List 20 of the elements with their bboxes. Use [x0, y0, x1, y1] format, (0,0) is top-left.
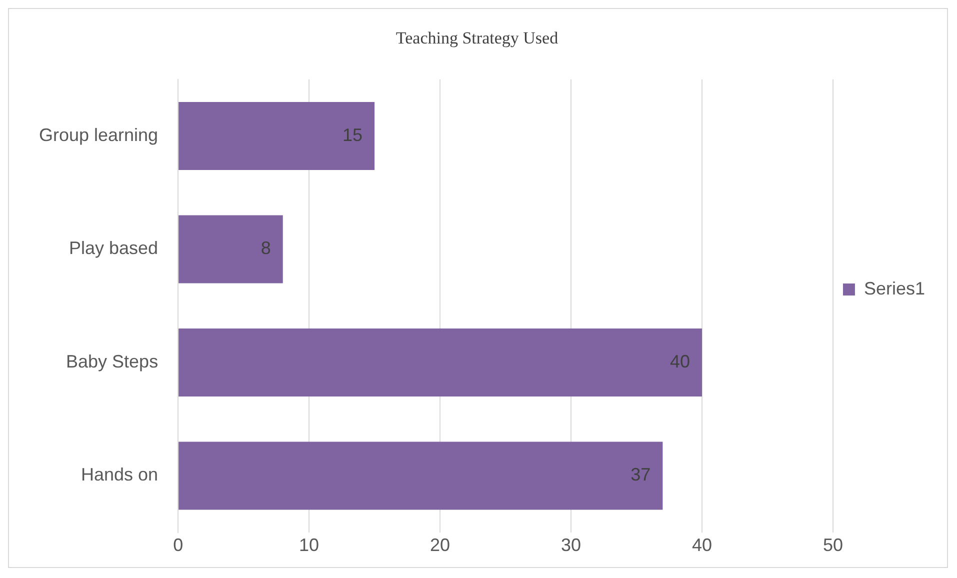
legend-label: Series1 — [864, 278, 925, 298]
chart-title: Teaching Strategy Used — [396, 28, 559, 48]
x-tick-label: 20 — [430, 535, 450, 556]
bar — [178, 215, 283, 284]
y-tick-label: Play based — [69, 238, 158, 258]
y-tick-label: Baby Steps — [66, 351, 158, 372]
data-label: 37 — [630, 464, 651, 485]
x-tick-label: 10 — [299, 535, 320, 556]
bar — [178, 442, 663, 510]
x-tick-label: 40 — [692, 535, 712, 556]
y-tick-label: Hands on — [81, 464, 158, 485]
data-label: 8 — [260, 238, 271, 258]
bar — [178, 102, 375, 170]
data-label: 15 — [342, 124, 363, 145]
x-tick-label: 50 — [822, 535, 843, 556]
data-label: 40 — [670, 351, 690, 372]
bar — [178, 328, 702, 396]
x-tick-label: 30 — [560, 535, 582, 556]
x-tick-label: 0 — [173, 535, 184, 556]
y-tick-label: Group learning — [38, 124, 158, 145]
